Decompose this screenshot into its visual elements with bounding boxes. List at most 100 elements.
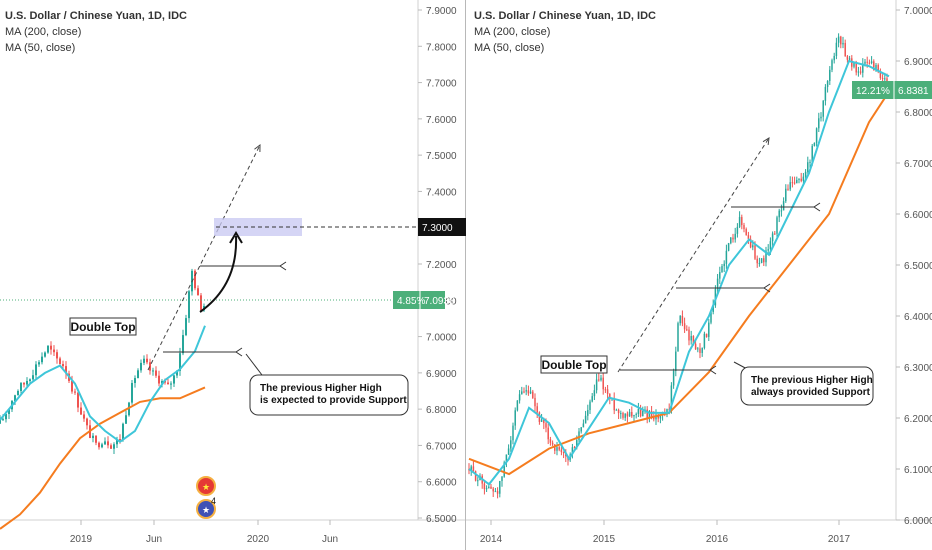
left-candle	[185, 318, 187, 336]
right-candle	[842, 42, 844, 45]
left-candle	[86, 418, 88, 426]
left-curved-target-arrow	[199, 235, 238, 313]
right-candle	[602, 377, 604, 390]
right-y-tick-label: 6.6000	[904, 210, 932, 221]
right-candle	[866, 61, 868, 63]
right-candle	[510, 440, 512, 449]
right-x-tick-label: 2016	[706, 534, 729, 545]
right-y-tick-label: 6.8000	[904, 108, 932, 119]
right-candle	[554, 444, 556, 451]
right-candle	[807, 162, 809, 172]
right-chart: 6.0000 6.1000 6.2000 6.3000 6.4000 6.5000 6.60…	[466, 0, 932, 545]
right-candle	[870, 61, 873, 63]
left-candle	[161, 381, 163, 384]
right-candle	[745, 229, 747, 236]
right-candle	[881, 78, 884, 80]
right-candle	[672, 370, 675, 386]
left-candle	[47, 345, 49, 353]
right-ma50-line	[468, 59, 890, 486]
right-candle	[505, 454, 508, 463]
right-candle	[670, 385, 673, 410]
left-event-badge-cn-star: ★	[202, 482, 210, 492]
right-candle	[694, 343, 697, 350]
left-candle	[104, 441, 106, 445]
right-candle	[837, 36, 840, 43]
right-last-price-tag	[852, 81, 932, 99]
left-y-tick-label: 6.9000	[426, 369, 457, 380]
left-last-pct-label: 4.85%	[397, 296, 425, 307]
left-candle	[41, 356, 43, 363]
right-candle	[499, 481, 501, 494]
right-candle	[716, 278, 719, 289]
right-candle	[648, 411, 651, 418]
left-double-top-label: Double Top	[70, 320, 135, 334]
left-ma200-label: MA (200, close)	[5, 26, 82, 38]
left-candle	[53, 349, 55, 353]
left-event-badge-count: 4	[211, 496, 216, 506]
left-candle	[137, 370, 139, 379]
right-candle	[653, 416, 655, 420]
right-candle	[844, 42, 846, 57]
left-candle	[77, 392, 79, 408]
left-candle	[167, 382, 169, 385]
left-y-tick-label: 6.8000	[426, 405, 457, 416]
left-y-tick-label: 7.7000	[426, 79, 457, 90]
right-candle	[697, 348, 699, 350]
left-candle	[101, 444, 103, 448]
right-candle	[518, 394, 521, 401]
right-y-tick-label: 7.0000	[904, 6, 932, 17]
left-candle	[98, 442, 100, 448]
right-ma200-line	[468, 91, 890, 476]
right-candle	[791, 182, 794, 184]
left-candle	[110, 445, 112, 449]
right-candle	[598, 379, 600, 381]
right-candle	[719, 272, 721, 279]
right-note-line-2: always provided Support	[751, 387, 871, 398]
right-candle	[560, 449, 563, 453]
right-candle	[774, 233, 776, 235]
left-x-tick-label: 2020	[247, 534, 270, 545]
right-candle	[642, 411, 644, 417]
right-candle	[787, 188, 789, 190]
left-candle	[29, 379, 31, 382]
right-candle	[622, 413, 624, 418]
right-candle	[615, 409, 618, 411]
right-chart-title: U.S. Dollar / Chinese Yuan, 1D, IDC	[474, 10, 656, 22]
right-candle	[516, 400, 519, 411]
left-y-tick-label: 7.2000	[426, 260, 457, 271]
left-candle	[74, 391, 76, 393]
right-candle	[767, 249, 769, 251]
right-candle	[578, 431, 580, 441]
left-projection-dashed-line	[147, 144, 261, 371]
right-candle	[631, 411, 633, 417]
right-candle	[677, 323, 679, 352]
right-candle	[609, 393, 611, 399]
right-candle	[556, 447, 558, 451]
left-candle	[131, 383, 133, 403]
right-candle	[884, 78, 886, 80]
left-chart-title: U.S. Dollar / Chinese Yuan, 1D, IDC	[5, 10, 187, 22]
right-y-tick-label: 6.5000	[904, 261, 932, 272]
left-candle	[2, 419, 4, 421]
left-candle	[125, 415, 127, 424]
right-candle	[547, 427, 549, 440]
right-candle	[763, 258, 765, 263]
left-candle	[122, 423, 124, 441]
left-note-pointer	[245, 353, 263, 376]
left-candle	[83, 414, 85, 419]
right-candle	[769, 241, 772, 250]
right-note-line-1: The previous Higher High	[751, 375, 873, 386]
left-support-arrowhead	[279, 261, 287, 271]
left-double-top-box	[69, 317, 137, 336]
right-candle	[483, 483, 486, 490]
right-double-top-box	[540, 355, 608, 374]
right-candle	[474, 471, 477, 481]
left-candle	[119, 439, 121, 441]
left-y-tick-label: 6.5000	[426, 514, 457, 525]
right-candle	[591, 396, 593, 402]
right-candle	[534, 397, 536, 407]
right-candle	[831, 60, 833, 70]
right-candle	[723, 263, 725, 267]
right-candle	[485, 488, 488, 490]
right-candle	[494, 491, 497, 493]
